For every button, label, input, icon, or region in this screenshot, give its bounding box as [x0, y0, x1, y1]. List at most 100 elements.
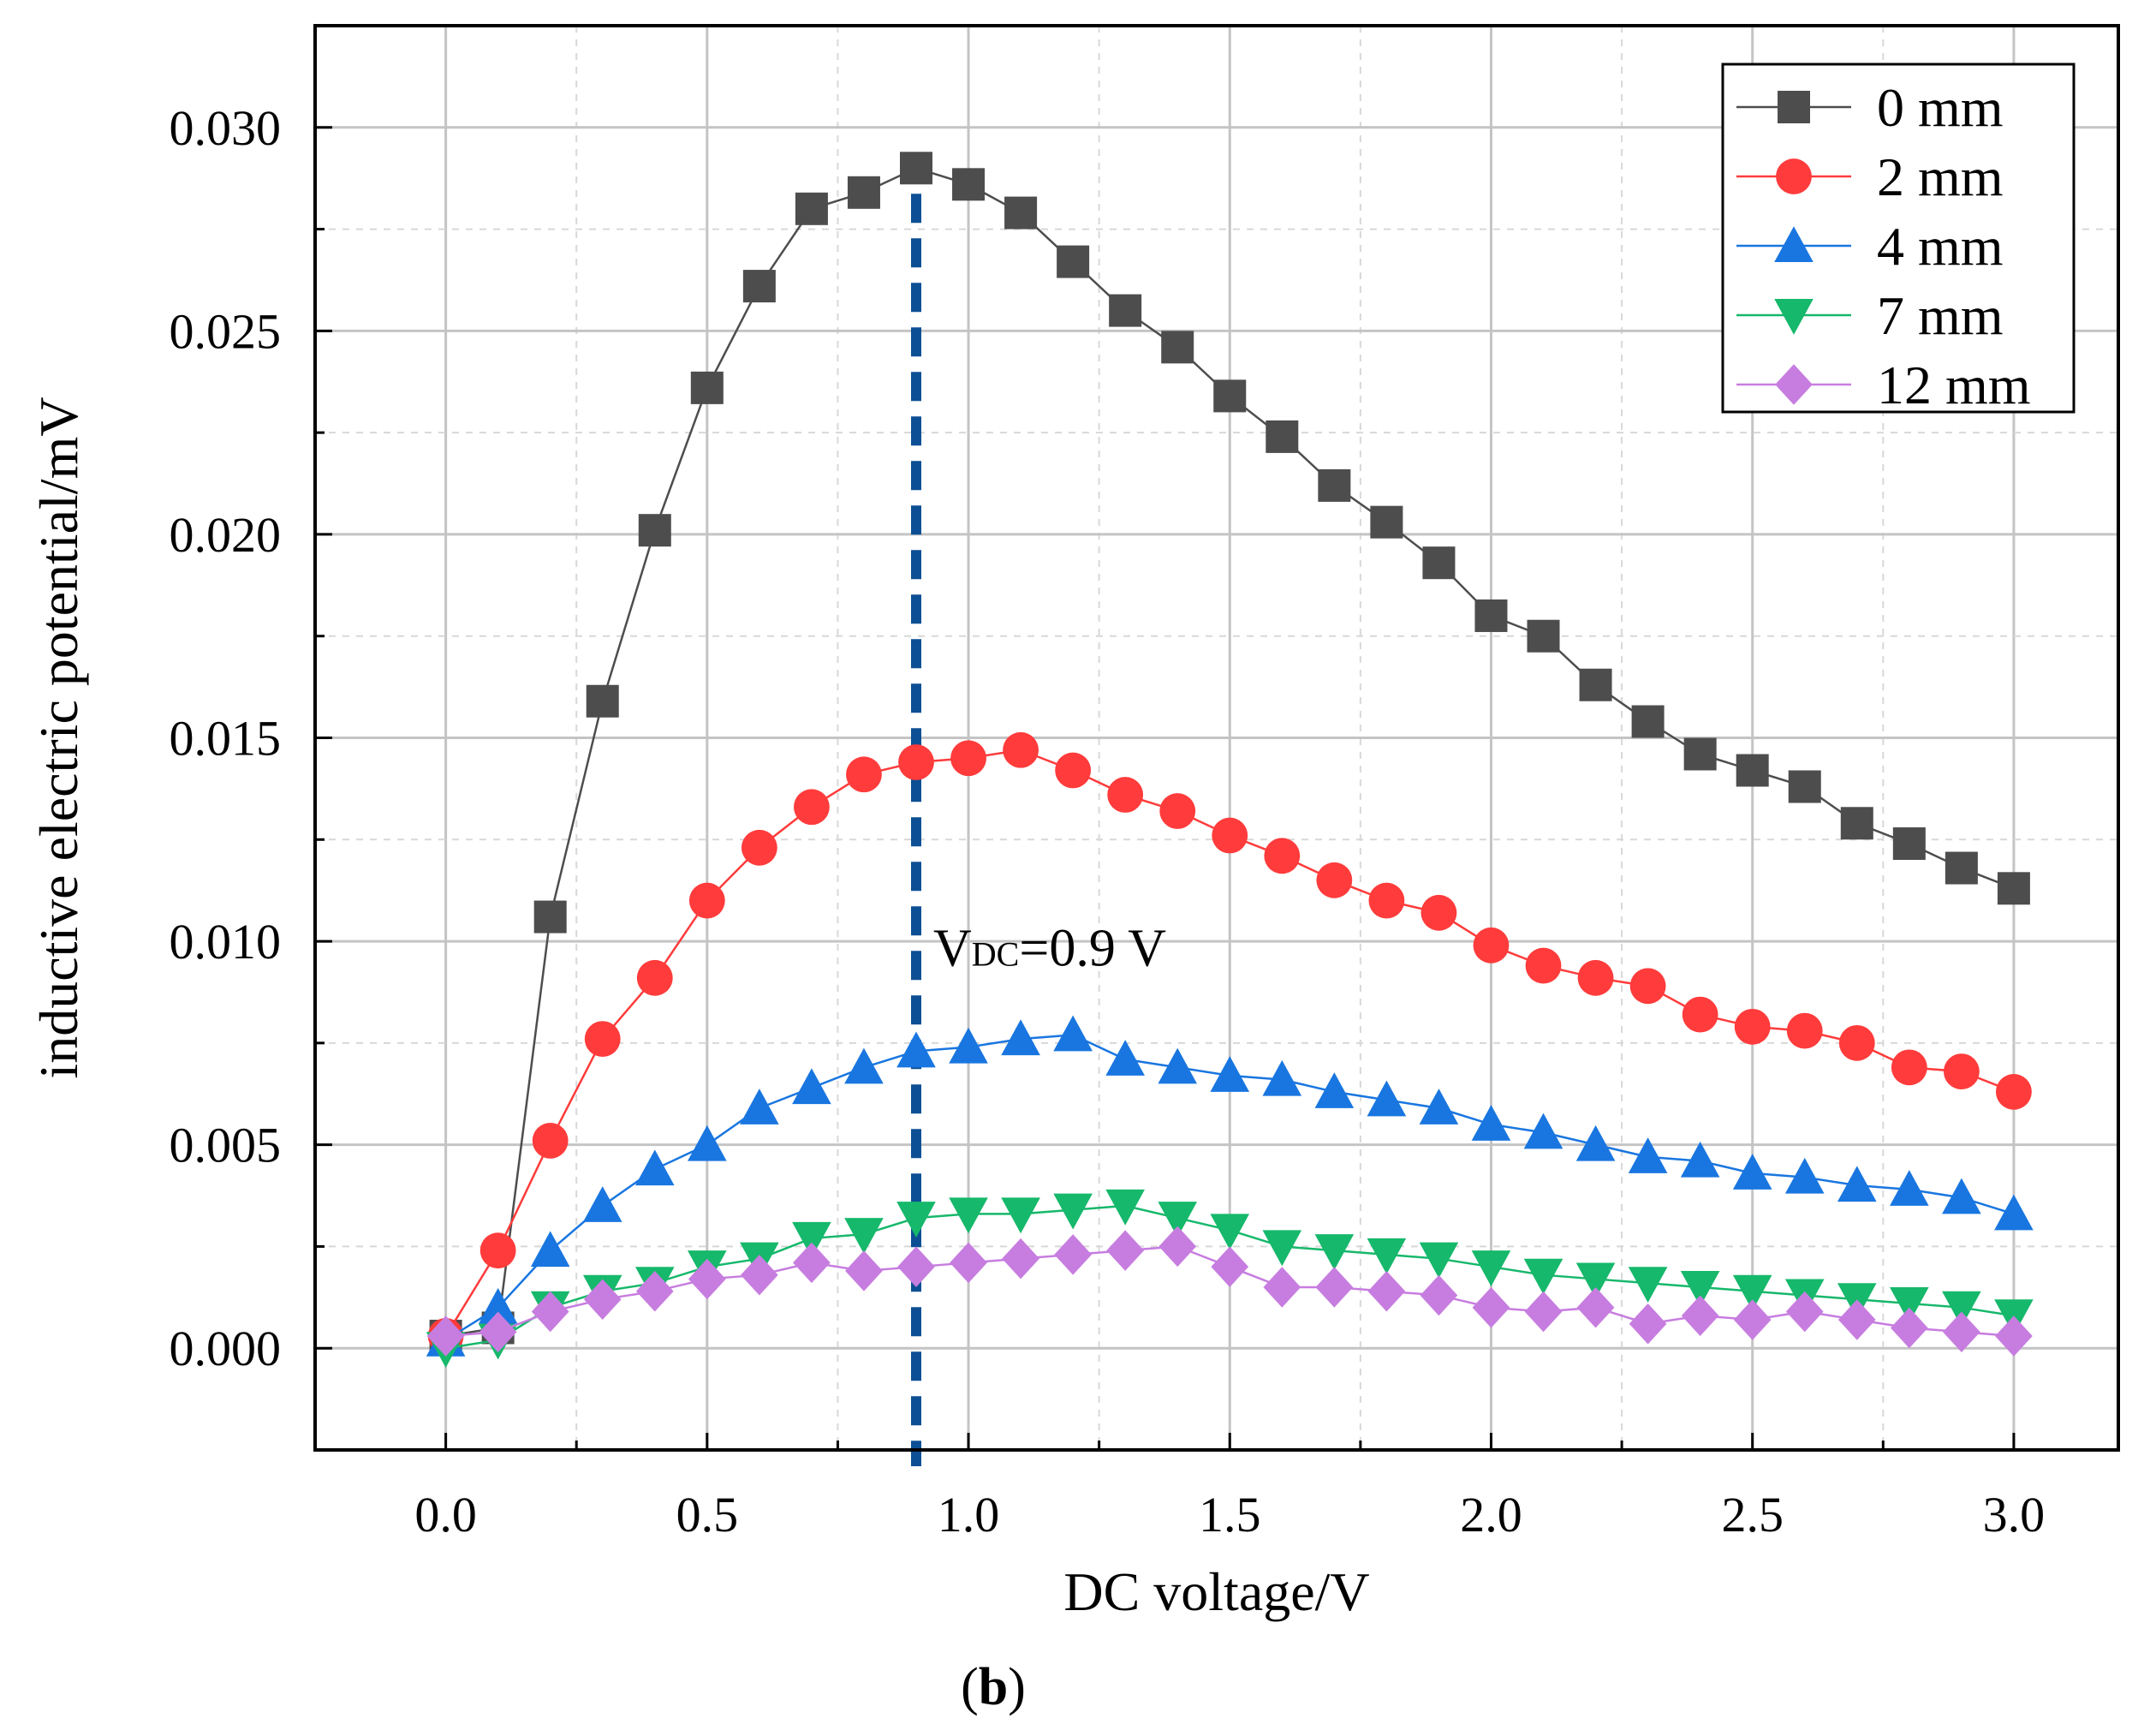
data-point	[1732, 1274, 1772, 1311]
data-point	[532, 1122, 569, 1159]
data-point	[1629, 1303, 1667, 1345]
panel-label: (b)	[961, 1658, 1026, 1716]
data-point	[531, 1291, 569, 1333]
data-point	[1002, 1238, 1039, 1280]
data-point	[1004, 196, 1038, 230]
data-point	[1840, 807, 1873, 840]
data-point	[1315, 1267, 1354, 1308]
data-point	[844, 1047, 884, 1084]
data-point	[1003, 731, 1039, 768]
data-point	[1210, 1214, 1250, 1250]
data-point	[582, 1186, 622, 1222]
legend-label: 4 mm	[1877, 216, 2004, 277]
data-point	[1262, 1059, 1302, 1096]
data-point	[949, 1027, 988, 1064]
data-point	[1368, 882, 1405, 919]
data-point	[1053, 1015, 1093, 1052]
data-point	[1890, 1307, 1928, 1349]
legend-label: 2 mm	[1877, 146, 2004, 207]
annotation-label-main: V	[933, 920, 972, 978]
data-point	[1942, 1178, 1981, 1214]
data-point	[1524, 1291, 1563, 1333]
legend-marker	[1774, 299, 1814, 335]
data-point	[1682, 996, 1718, 1033]
annotation-label-rest: =0.9 V	[1019, 920, 1166, 978]
x-tick-label: 1.0	[938, 1487, 1000, 1542]
legend-label: 7 mm	[1877, 285, 2004, 346]
data-point	[1212, 817, 1248, 854]
data-point	[1001, 1197, 1040, 1234]
data-point	[584, 1021, 621, 1058]
data-point	[1107, 777, 1144, 813]
data-point	[1211, 1246, 1249, 1287]
data-point	[844, 1218, 884, 1254]
data-point	[688, 1258, 726, 1300]
data-point	[1420, 1274, 1458, 1316]
data-point	[1053, 1193, 1093, 1230]
data-point	[1367, 1238, 1407, 1274]
data-point	[1262, 1230, 1302, 1267]
data-point	[1314, 1234, 1355, 1270]
data-point	[1786, 1012, 1823, 1049]
data-point	[1158, 1047, 1198, 1084]
data-point	[688, 882, 725, 919]
y-tick-label: 0.005	[170, 1118, 282, 1173]
data-point	[740, 1089, 779, 1125]
data-point	[1314, 1072, 1355, 1108]
data-point	[1838, 1024, 1875, 1061]
data-point	[1579, 668, 1612, 701]
data-point	[1577, 959, 1614, 996]
data-point	[793, 1242, 831, 1284]
data-point	[1158, 1226, 1197, 1268]
data-point	[478, 1287, 518, 1324]
data-point	[1213, 379, 1247, 413]
data-point	[1680, 1141, 1720, 1178]
data-point	[1890, 1286, 1929, 1323]
data-point	[1266, 420, 1299, 453]
data-point	[1732, 1154, 1772, 1190]
x-tick-label: 0.0	[414, 1487, 477, 1542]
data-point	[1788, 770, 1821, 803]
legend-marker	[1776, 158, 1812, 194]
legend-label: 0 mm	[1877, 77, 2004, 138]
data-point	[1995, 1315, 2033, 1357]
y-tick-label: 0.025	[170, 303, 282, 359]
data-point	[1942, 1291, 1981, 1327]
data-point	[1419, 1089, 1459, 1125]
data-point	[1629, 968, 1666, 1005]
data-point	[1419, 1242, 1459, 1279]
data-point	[1631, 705, 1665, 738]
data-point	[1996, 1073, 2032, 1110]
data-point	[846, 756, 882, 793]
series-3	[426, 1189, 2034, 1369]
data-point	[1892, 827, 1926, 861]
data-point	[1420, 894, 1457, 931]
data-point	[795, 192, 828, 225]
data-point	[1943, 1053, 1980, 1090]
data-point	[1683, 737, 1717, 771]
data-point	[479, 1232, 516, 1269]
data-point	[426, 1315, 465, 1357]
data-point	[1473, 927, 1510, 963]
data-point	[794, 789, 830, 826]
data-point	[1575, 1125, 1616, 1161]
data-point	[1525, 947, 1562, 984]
x-tick-label: 2.5	[1721, 1487, 1784, 1542]
data-point	[896, 1202, 936, 1238]
data-point	[1680, 1270, 1720, 1307]
y-tick-label: 0.000	[170, 1321, 282, 1376]
data-point	[479, 1311, 517, 1352]
data-point	[1837, 1166, 1877, 1202]
data-point	[1733, 1299, 1772, 1340]
data-point	[530, 1231, 570, 1268]
data-point	[1105, 1189, 1145, 1226]
y-tick-label: 0.010	[170, 914, 282, 969]
data-point	[1891, 1049, 1927, 1086]
data-point	[1523, 1258, 1563, 1295]
data-point	[1890, 1170, 1929, 1206]
data-point	[1105, 1040, 1145, 1076]
legend-marker	[1775, 364, 1813, 405]
data-point	[1576, 1286, 1615, 1328]
data-point	[845, 1250, 883, 1292]
